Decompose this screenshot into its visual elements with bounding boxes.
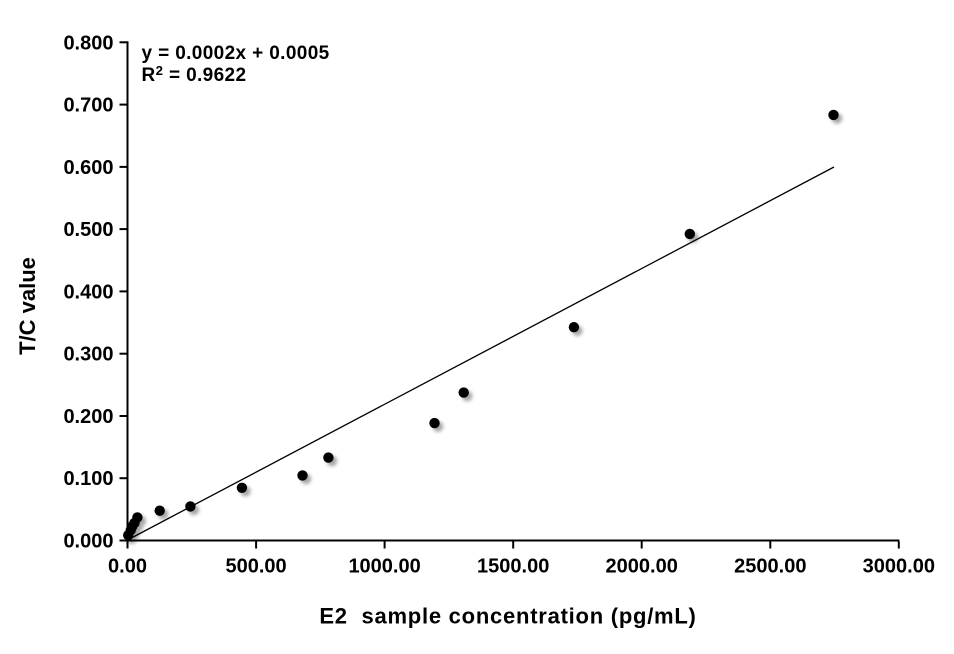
svg-text:1000.00: 1000.00: [348, 555, 420, 577]
svg-text:0.100: 0.100: [63, 468, 113, 490]
svg-text:0.00: 0.00: [108, 555, 147, 577]
svg-text:y = 0.0002x + 0.0005: y = 0.0002x + 0.0005: [142, 43, 330, 64]
svg-text:0.400: 0.400: [63, 281, 113, 303]
svg-text:T/C value: T/C value: [15, 257, 40, 355]
svg-text:0.300: 0.300: [63, 344, 113, 366]
svg-text:1500.00: 1500.00: [477, 555, 549, 577]
svg-text:0.800: 0.800: [63, 32, 113, 54]
svg-text:R2 = 0.9622: R2 = 0.9622: [142, 63, 247, 86]
svg-text:2500.00: 2500.00: [734, 555, 806, 577]
svg-text:500.00: 500.00: [226, 555, 287, 577]
svg-text:3000.00: 3000.00: [863, 555, 935, 577]
svg-text:E2 sample concentration (pg/m: E2 sample concentration (pg/mL): [319, 604, 696, 629]
svg-text:0.500: 0.500: [63, 219, 113, 241]
svg-text:0.200: 0.200: [63, 406, 113, 428]
svg-text:0.600: 0.600: [63, 157, 113, 179]
svg-text:0.000: 0.000: [63, 531, 113, 553]
svg-text:2000.00: 2000.00: [606, 555, 678, 577]
svg-text:0.700: 0.700: [63, 95, 113, 117]
